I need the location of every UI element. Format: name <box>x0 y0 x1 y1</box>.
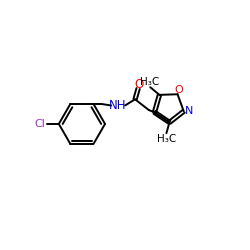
Text: N: N <box>185 106 193 116</box>
Text: NH: NH <box>109 99 127 112</box>
Text: O: O <box>134 78 143 91</box>
Text: H₃C: H₃C <box>157 134 176 143</box>
Text: O: O <box>174 86 183 96</box>
Text: Cl: Cl <box>35 119 46 129</box>
Text: H₃C: H₃C <box>140 77 159 87</box>
